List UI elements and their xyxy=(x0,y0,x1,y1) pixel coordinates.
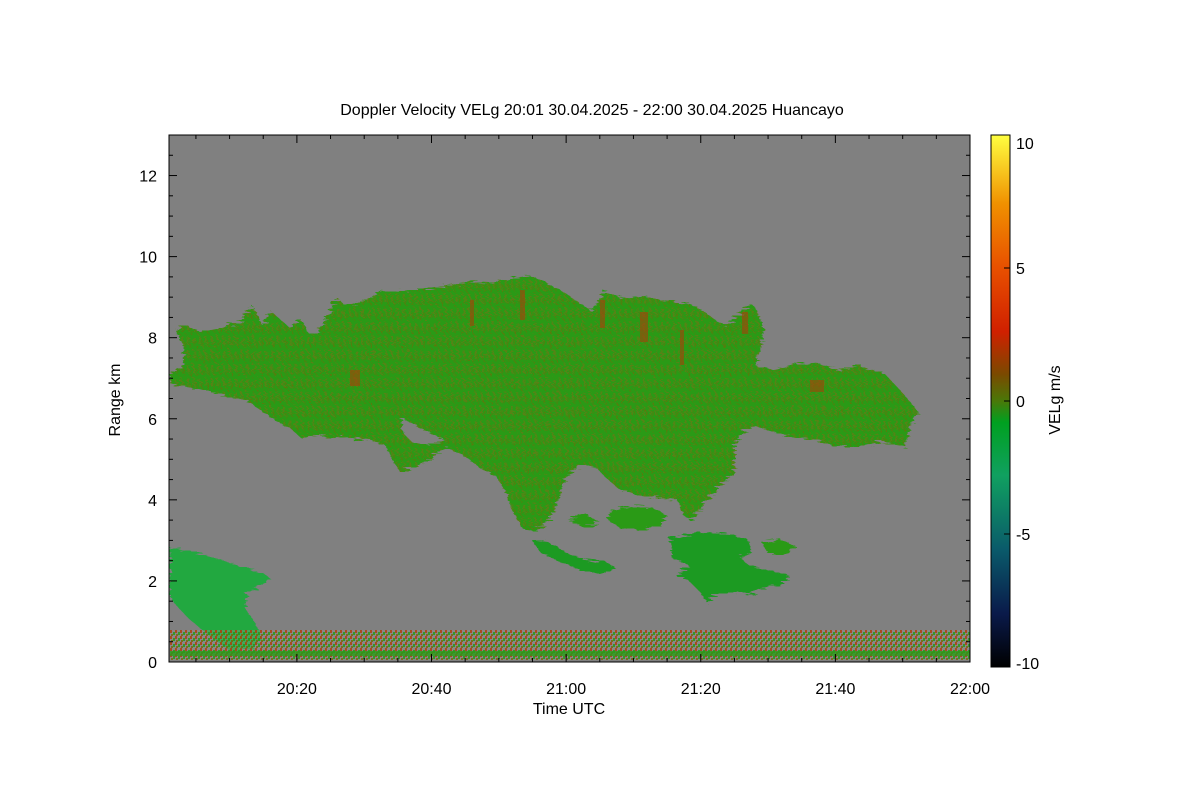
x-tick-label: 20:40 xyxy=(411,681,451,698)
y-tick-label: 6 xyxy=(148,412,157,429)
y-tick-label: 0 xyxy=(148,655,157,672)
chart-title: Doppler Velocity VELg 20:01 30.04.2025 -… xyxy=(340,102,844,119)
echo-fragment xyxy=(762,540,796,554)
y-axis: 0 2 4 6 8 10 12 xyxy=(139,134,970,672)
colorbar-tick-label: 10 xyxy=(1016,136,1034,153)
colorbar-label: VELg m/s xyxy=(1047,365,1064,434)
y-tick-label: 12 xyxy=(139,169,157,186)
x-tick-label: 22:00 xyxy=(950,681,990,698)
echo-fragment xyxy=(608,506,668,530)
x-tick-label: 21:00 xyxy=(546,681,586,698)
y-axis-label: Range km xyxy=(107,364,124,437)
y-tick-label: 2 xyxy=(148,574,157,591)
echo-low-cloud xyxy=(170,548,272,652)
echo-gap xyxy=(402,418,445,446)
echo-main-cloud xyxy=(170,276,918,532)
y-tick-label: 4 xyxy=(148,493,157,510)
x-axis-label: Time UTC xyxy=(533,701,605,718)
x-tick-label: 21:40 xyxy=(815,681,855,698)
colorbar-tick-label: 5 xyxy=(1016,261,1025,278)
colorbar-axis: 10 5 0 -5 -10 xyxy=(1004,134,1039,673)
y-tick-label: 8 xyxy=(148,331,157,348)
colorbar-tick-label: -5 xyxy=(1016,527,1030,544)
colorbar-tick-label: 0 xyxy=(1016,394,1025,411)
x-tick-label: 20:20 xyxy=(277,681,317,698)
echo-fragment xyxy=(532,540,616,574)
echo-positive-velocity xyxy=(350,290,824,392)
x-axis: 20:20 20:40 21:00 21:20 21:40 22:00 xyxy=(195,135,990,698)
echo-layer xyxy=(170,276,970,660)
echo-ground-band xyxy=(170,651,970,656)
x-tick-label: 21:20 xyxy=(681,681,721,698)
echo-fragment xyxy=(566,514,600,528)
y-tick-label: 10 xyxy=(139,250,157,267)
echo-fragment xyxy=(670,532,790,604)
colorbar-tick-label: -10 xyxy=(1016,656,1039,673)
